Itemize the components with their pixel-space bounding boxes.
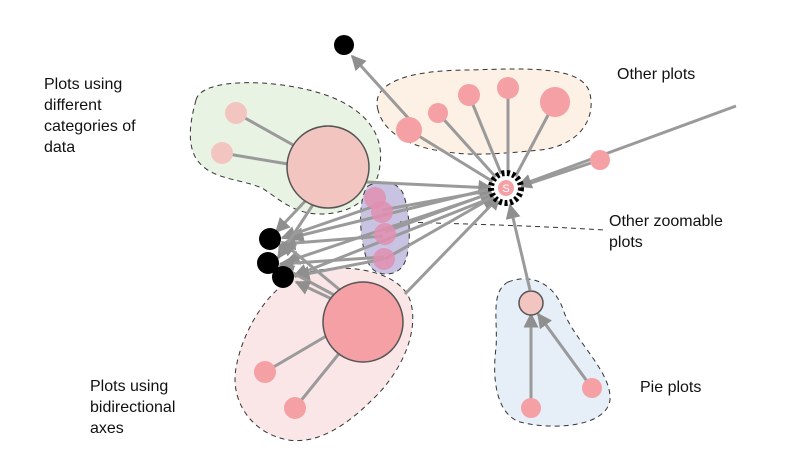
edge	[280, 204, 376, 241]
edge	[403, 194, 502, 296]
node-other-2	[428, 103, 448, 123]
node-outer-right	[590, 150, 610, 170]
node-category-large	[286, 125, 370, 209]
label-bidirectional: Plots using bidirectional axes	[90, 378, 176, 437]
hub-node: S	[488, 170, 524, 206]
edge	[505, 203, 532, 291]
edge	[294, 280, 335, 302]
node-other-3	[458, 84, 480, 106]
label-pie: Pie plots	[640, 379, 702, 396]
group-pie-hull	[494, 278, 611, 427]
node-black-1	[259, 228, 281, 250]
edge	[350, 54, 412, 122]
node-black-3	[272, 266, 294, 288]
node-pie-small-2	[582, 378, 602, 398]
node-other-5	[540, 87, 570, 117]
edge	[274, 194, 312, 234]
node-other-4	[497, 77, 519, 99]
node-bidirectional-small-2	[284, 397, 306, 419]
edge	[278, 255, 385, 271]
node-zoomable-3	[374, 223, 396, 245]
edge	[516, 104, 737, 189]
edge	[515, 158, 601, 190]
edge	[294, 257, 385, 281]
edge	[408, 128, 501, 188]
edge	[280, 234, 384, 251]
node-zoomable-2	[371, 201, 393, 223]
label-zoomable: Other zoomable plots	[609, 213, 723, 251]
edge	[280, 240, 341, 292]
node-category-small-1	[225, 102, 247, 124]
node-bidirectional-large	[322, 281, 404, 363]
label-other-plots: Other plots	[617, 66, 696, 83]
edge	[467, 94, 507, 184]
node-other-1	[396, 117, 422, 143]
zoomable-leader-line	[399, 221, 605, 231]
edge	[365, 179, 494, 195]
node-black-2	[257, 252, 279, 274]
node-zoomable-4	[373, 248, 395, 270]
edge	[384, 194, 497, 261]
node-pie-main	[518, 290, 544, 316]
label-categories: Plots using different categories of data	[44, 76, 136, 156]
edge	[436, 111, 504, 186]
node-category-small-2	[211, 142, 233, 164]
node-pie-small-1	[521, 398, 541, 418]
hub-label: S	[502, 183, 509, 195]
node-black-top	[334, 35, 354, 55]
edge	[536, 312, 594, 389]
node-bidirectional-small-1	[254, 361, 276, 383]
edge	[510, 101, 557, 184]
